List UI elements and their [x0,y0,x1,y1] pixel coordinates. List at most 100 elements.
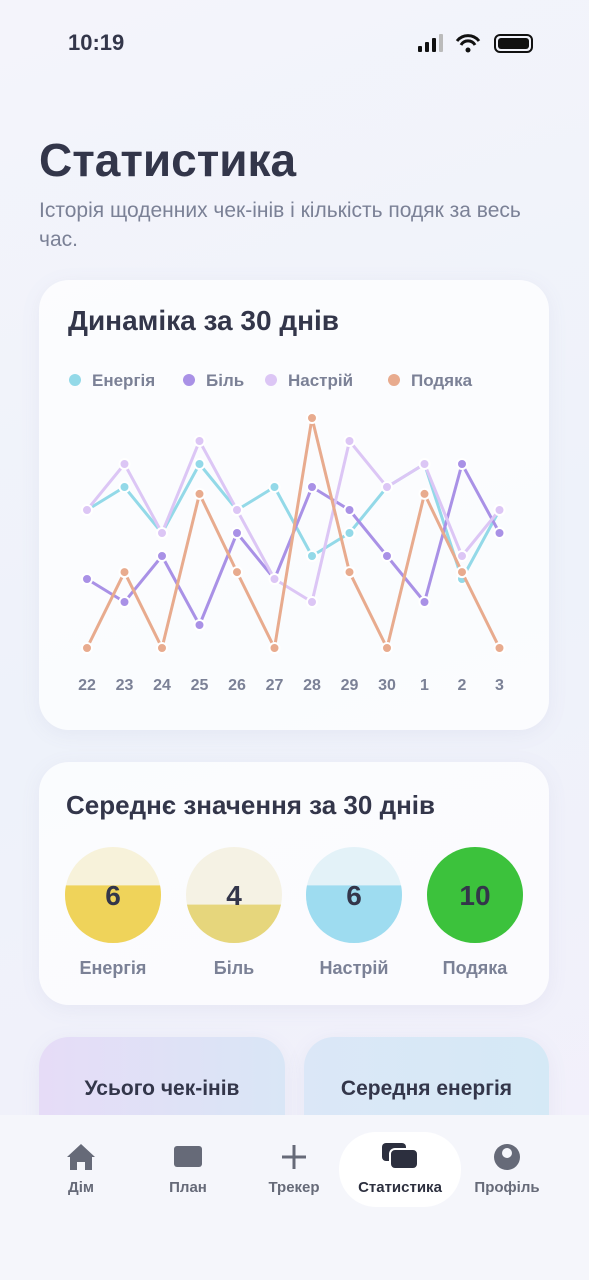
data-point [381,550,393,562]
data-point [231,504,243,516]
data-point [343,566,356,579]
x-tick-label: 30 [378,677,396,694]
icon [389,1148,419,1170]
legend-label: Біль [206,371,244,390]
data-point [306,412,318,424]
icon [67,1144,95,1170]
nav-label[interactable]: Дім [68,1179,94,1196]
status-icons [418,34,533,53]
icon [174,1146,202,1167]
x-tick-label: 28 [303,677,321,694]
nav-label[interactable]: План [169,1179,207,1196]
data-point [418,487,431,500]
x-tick-label: 26 [228,677,246,694]
x-tick-label: 24 [153,677,171,694]
gauge-value: 10 [459,880,490,911]
series-line [85,416,501,650]
data-point [193,458,206,470]
stat-card-title: Середня енергія [340,1077,513,1100]
data-point [193,435,206,447]
page-subtitle: Історія щоденних чек-інів і кількість по… [39,199,521,251]
nav-icon [494,1144,520,1170]
x-tick-label: 2 [458,677,467,694]
x-tick-label: 1 [420,677,429,694]
status-time: 10:19 [68,30,125,55]
data-point [493,642,506,654]
data-point [231,566,243,579]
x-tick-label: 27 [266,677,284,694]
data-point [306,481,318,493]
page-title: Статистика [39,134,297,186]
data-point [118,481,131,493]
x-tick-label: 22 [78,677,96,694]
data-point [156,642,168,654]
averages: Середнє значення за 30 днів 6 Енергія 4 Біл… [65,790,523,978]
nav-icon [382,1143,419,1170]
data-point [343,527,356,539]
data-point [81,642,93,654]
nav-label[interactable]: Трекер [268,1179,319,1196]
data-point [156,550,168,562]
icon [282,1145,306,1169]
gauge-value: 6 [346,880,362,911]
data-point [418,596,431,608]
data-point [81,573,93,585]
chart-card: Динаміка за 30 днів Енергія Біль Настрій По… [39,280,549,730]
icon [502,1148,512,1158]
nav-label[interactable]: Профіль [474,1179,539,1196]
nav-icon [174,1146,202,1167]
chart: Динаміка за 30 днів Енергія Біль Настрій По… [68,305,506,694]
nav-label[interactable]: Статистика [358,1179,443,1196]
gauge-fill [427,847,523,943]
x-tick-label: 3 [495,677,504,694]
nav: Дім План Трекер Статистика Профіль [67,1132,540,1207]
stat-card-title: Усього чек-інів [84,1077,240,1100]
data-point [343,504,356,516]
data-point [118,596,131,608]
data-point [306,596,318,608]
x-tick-label: 23 [116,677,134,694]
data-point [231,527,243,539]
data-point [493,504,506,516]
nav-bar: Дім План Трекер Статистика Профіль [0,1115,589,1280]
gauge-value: 4 [226,880,242,911]
gauge-label: Подяка [443,958,509,978]
data-point [306,550,318,562]
gauge-label: Енергія [80,958,147,978]
data-point [381,481,393,493]
data-point [456,458,468,470]
data-point [81,504,93,516]
legend-label: Енергія [92,371,155,390]
data-point [118,566,131,579]
data-point [193,619,206,631]
data-point [268,573,281,585]
series-line [85,439,501,604]
gauge-label: Біль [214,958,254,978]
data-point [156,527,168,539]
chart-title: Динаміка за 30 днів [68,305,339,336]
data-point [493,527,506,539]
averages-card: Середнє значення за 30 днів 6 Енергія 4 Біл… [39,762,549,1005]
averages-title: Середнє значення за 30 днів [66,790,435,820]
data-point [268,481,281,493]
legend-dot [183,374,195,386]
data-point [418,458,431,470]
data-point [456,550,468,562]
nav-icon [67,1144,95,1170]
legend-label: Настрій [288,371,353,390]
data-point [118,458,131,470]
legend-dot [69,374,81,386]
gauge-label: Настрій [320,958,389,978]
data-point [381,642,393,654]
nav-icon [282,1145,306,1169]
legend-dot [388,374,400,386]
gauge-value: 6 [105,880,121,911]
legend-dot [265,374,277,386]
series-line [86,462,501,627]
data-point [456,566,468,579]
legend-label: Подяка [411,371,473,390]
x-tick-label: 25 [191,677,209,694]
data-point [343,435,356,447]
x-tick-label: 29 [341,677,359,694]
